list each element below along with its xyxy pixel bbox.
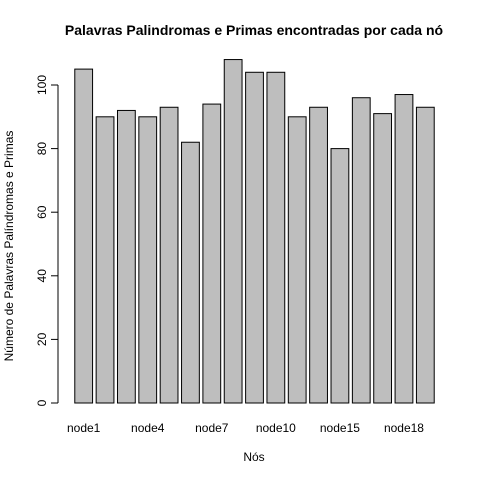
x-tick-label: node4 bbox=[131, 421, 165, 435]
bar-node17 bbox=[373, 113, 393, 404]
bar-node2 bbox=[95, 116, 115, 404]
bar-node5 bbox=[159, 106, 179, 404]
x-tick-labels: node1 node4 node7 node10 node15 node18 bbox=[67, 421, 424, 435]
y-tick-label: 80 bbox=[35, 142, 49, 156]
y-tick-label: 100 bbox=[35, 75, 49, 95]
bar-node1 bbox=[74, 68, 94, 404]
bar-node4 bbox=[138, 116, 158, 404]
bar-node19 bbox=[415, 106, 435, 404]
y-tick-label: 0 bbox=[35, 399, 49, 406]
bar-node18 bbox=[394, 94, 414, 404]
x-tick-label: node1 bbox=[67, 421, 101, 435]
bar-node12 bbox=[309, 106, 328, 404]
x-tick-label: node18 bbox=[384, 421, 424, 435]
bar-node11 bbox=[287, 116, 307, 404]
bar-node16 bbox=[351, 97, 371, 404]
y-tick-label: 20 bbox=[35, 332, 49, 346]
x-tick-label: node10 bbox=[256, 421, 296, 435]
x-tick-label: node7 bbox=[195, 421, 229, 435]
bar-node7 bbox=[202, 103, 222, 404]
chart-title: Palavras Palindromas e Primas encontrada… bbox=[65, 22, 443, 38]
bar-node10 bbox=[266, 71, 286, 404]
bar-node8 bbox=[223, 59, 243, 404]
bar-node15 bbox=[330, 148, 350, 404]
bar-node6 bbox=[181, 141, 200, 404]
y-axis-label: Número de Palavras Palíndromas e Primas bbox=[2, 131, 16, 362]
bars-group bbox=[74, 59, 435, 404]
x-axis-label: Nós bbox=[243, 450, 264, 464]
y-tick-label: 60 bbox=[35, 205, 49, 219]
x-tick-label: node15 bbox=[320, 421, 360, 435]
bar-node9 bbox=[245, 71, 264, 404]
y-axis: 0 20 40 60 80 100 bbox=[35, 75, 59, 406]
y-tick-label: 40 bbox=[35, 269, 49, 283]
bar-node3 bbox=[116, 109, 136, 404]
